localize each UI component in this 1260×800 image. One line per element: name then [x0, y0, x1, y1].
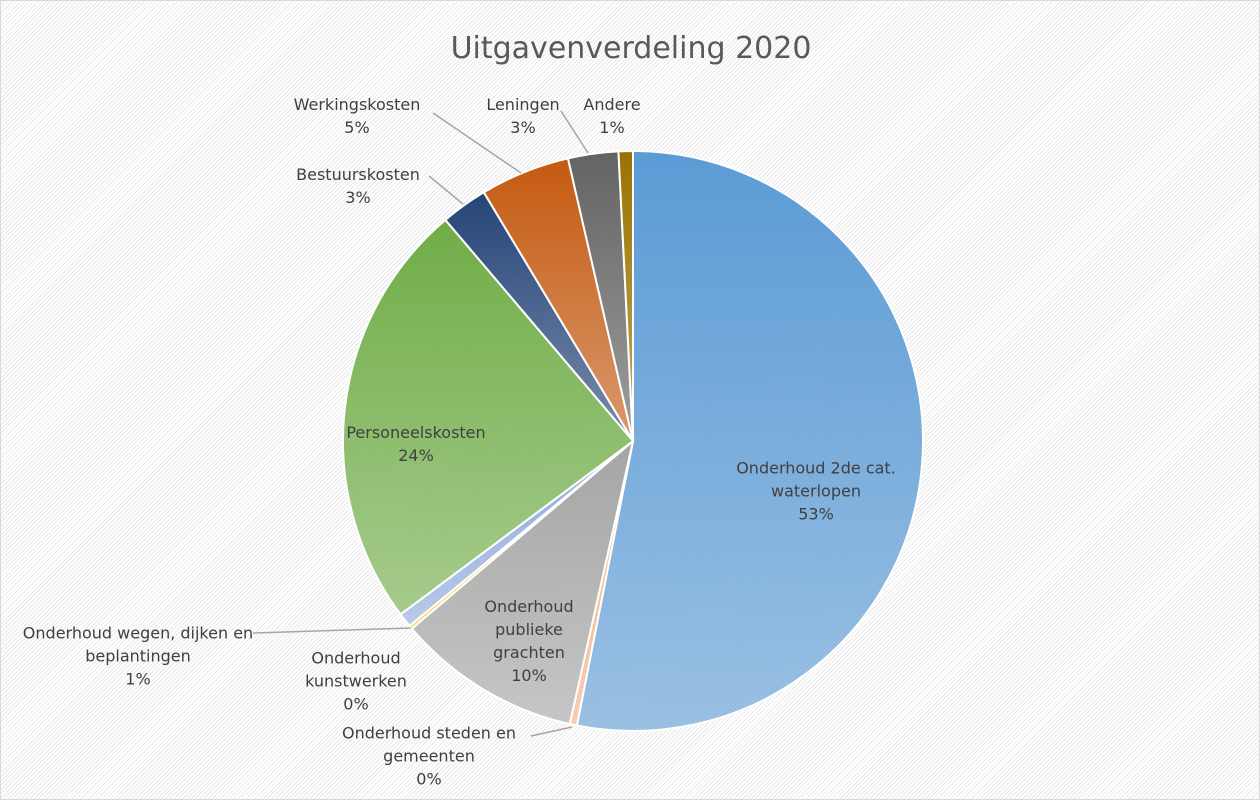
leader-line	[530, 726, 573, 737]
label-text: Onderhoud 2de cat. waterlopen	[736, 458, 896, 501]
label-text: 10%	[511, 666, 547, 685]
label-text: 0%	[343, 694, 369, 714]
label-text: Onderhoud wegen, dijken en beplantingen	[22, 623, 254, 666]
data-label: Onderhoud steden en gemeenten 0%	[329, 722, 529, 791]
chart-title: Uitgavenverdeling 2020	[450, 31, 812, 66]
pie-slice	[575, 149, 924, 732]
label-text: Bestuurskosten	[296, 165, 420, 184]
label-text: Andere	[583, 95, 641, 114]
leader-line	[432, 112, 522, 174]
leader-line	[252, 627, 412, 634]
data-label: Personeelskosten 24%	[341, 421, 491, 467]
data-label: Onderhoud 2de cat. waterlopen 53%	[726, 457, 906, 526]
label-text: 1%	[125, 669, 151, 689]
label-text: Personeelskosten	[346, 423, 486, 442]
label-text: Onderhoud steden en gemeenten	[341, 723, 516, 766]
pie-slice	[617, 149, 634, 442]
pie-slice	[410, 438, 635, 726]
label-text: 3%	[510, 118, 536, 137]
data-label: Bestuurskosten 3%	[283, 163, 433, 209]
label-text: 3%	[345, 188, 371, 207]
data-label: Onderhoud publieke grachten 10%	[474, 595, 584, 687]
leader-line	[428, 175, 464, 205]
label-text: 1%	[599, 118, 625, 137]
label-text: 5%	[344, 118, 370, 137]
data-label: Onderhoud kunstwerken 0%	[291, 647, 421, 716]
label-text: Werkingskosten	[293, 95, 421, 114]
label-text: Leningen	[486, 95, 560, 114]
label-text: 53%	[798, 504, 834, 524]
label-text: Onderhoud kunstwerken	[305, 648, 407, 691]
data-label: Werkingskosten 5%	[282, 93, 432, 139]
label-text: 0%	[416, 769, 442, 789]
data-label: Andere 1%	[582, 93, 642, 139]
data-label: Leningen 3%	[473, 93, 573, 139]
leader-line	[560, 110, 589, 154]
label-text: Onderhoud publieke grachten	[484, 597, 574, 662]
pie-slice	[342, 218, 635, 616]
data-label: Onderhoud wegen, dijken en beplantingen 1…	[8, 622, 268, 691]
label-text: 24%	[398, 446, 434, 465]
